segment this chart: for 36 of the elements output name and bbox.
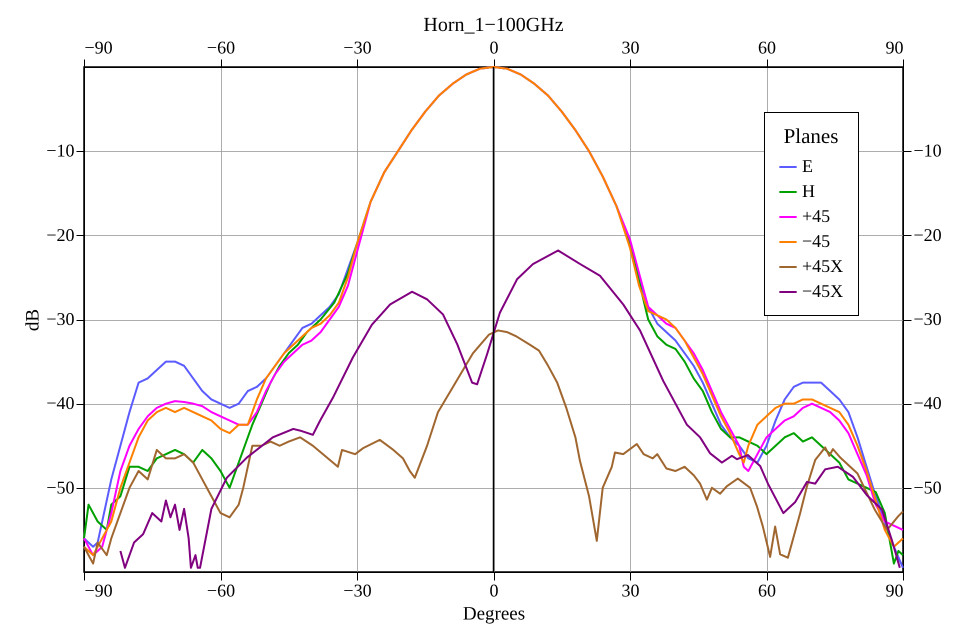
y-tick-label: −40: [46, 393, 74, 414]
x-tick-label: 0: [490, 580, 498, 600]
legend-label: E: [802, 156, 813, 176]
legend-label: H: [802, 181, 815, 201]
line-series: [119, 249, 901, 569]
x-tick-label: 30: [622, 580, 640, 600]
x2-tick-label: 30: [622, 38, 640, 58]
x2-tick-label: −60: [206, 38, 236, 58]
x-tick-label: 60: [758, 580, 776, 600]
y2-tick-label: −20: [914, 224, 942, 245]
x-tick-label: −90: [84, 580, 113, 600]
x2-tick-label: −90: [84, 38, 113, 58]
x2-tick-label: 90: [886, 38, 904, 58]
x-tick-label: 90: [886, 580, 904, 600]
y-tick-label: −50: [46, 477, 74, 498]
chart-title: Horn_1−100GHz: [423, 14, 564, 36]
y2-tick-label: −30: [914, 309, 942, 329]
y-axis-title: dB: [22, 308, 44, 332]
y-tick-label: −30: [46, 309, 74, 329]
x-axis-title: Degrees: [462, 604, 526, 624]
legend-label: +45: [802, 206, 830, 226]
y-tick-label: −10: [46, 140, 74, 161]
y-tick-label: −20: [46, 224, 74, 245]
legend-title: Planes: [784, 124, 838, 148]
legend-label: −45: [802, 231, 830, 251]
line-series: [83, 329, 904, 565]
y2-tick-label: −40: [914, 393, 942, 414]
y2-tick-label: −50: [914, 477, 942, 498]
legend-label: −45X: [802, 281, 844, 301]
x-tick-label: −30: [343, 580, 372, 600]
y2-tick-label: −10: [914, 140, 942, 161]
legend-label: +45X: [802, 256, 844, 276]
x2-tick-label: −30: [343, 38, 372, 58]
x2-tick-label: 0: [490, 38, 498, 58]
x2-tick-label: 60: [758, 38, 776, 58]
x-tick-label: −60: [206, 580, 236, 600]
